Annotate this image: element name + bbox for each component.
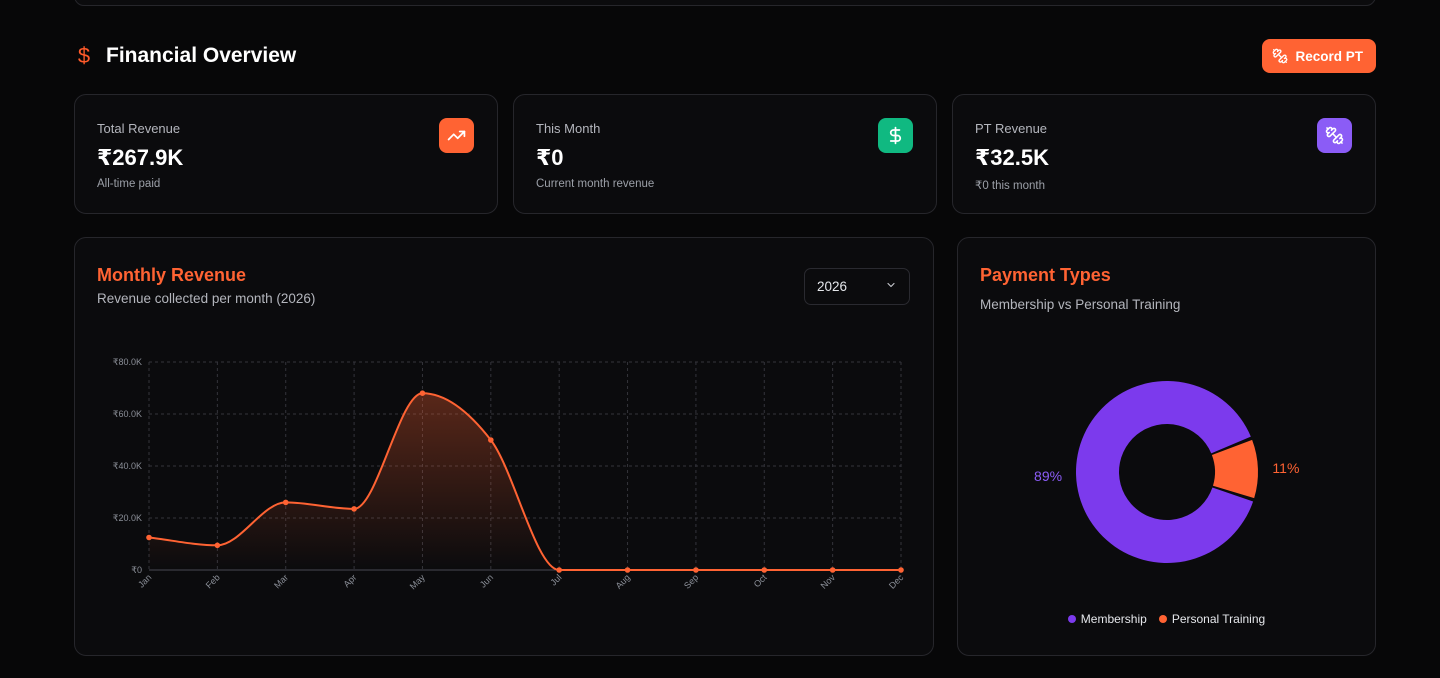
data-point[interactable] [556, 567, 562, 573]
payment-types-chart: 11% 89% [1034, 381, 1299, 563]
y-tick-label: ₹60.0K [113, 409, 142, 419]
y-tick-label: ₹0 [131, 565, 142, 575]
legend-swatch [1158, 615, 1167, 623]
trending-up-icon [439, 118, 474, 153]
dumbbell-icon [1273, 48, 1288, 64]
slice-percent-label: 11% [1272, 460, 1299, 476]
section-title-group: $ Financial Overview [74, 43, 296, 69]
y-tick-label: ₹40.0K [113, 461, 142, 471]
payment-types-subtitle: Membership vs Personal Training [980, 297, 1181, 312]
data-point[interactable] [898, 567, 904, 573]
year-select[interactable]: 2026 [804, 268, 910, 305]
data-point[interactable] [282, 499, 289, 506]
x-tick-label: Aug [614, 572, 632, 590]
record-pt-label: Record PT [1295, 48, 1363, 64]
x-tick-label: Feb [204, 572, 222, 590]
x-tick-label: Apr [342, 572, 359, 589]
x-tick-label: May [408, 572, 427, 591]
monthly-revenue-title: Monthly Revenue [97, 265, 247, 285]
x-tick-label: Nov [819, 572, 838, 591]
section-header: $ Financial Overview Record PT [74, 36, 1376, 76]
stat-label: PT Revenue [975, 121, 1048, 136]
chevron-down-icon [885, 279, 897, 294]
dumbbell-icon [1317, 118, 1352, 153]
page-title: Financial Overview [106, 44, 297, 67]
data-point[interactable] [829, 567, 836, 573]
x-tick-label: Jul [548, 572, 563, 587]
stat-subtext: Current month revenue [536, 178, 655, 190]
dollar-sign-icon: $ [77, 43, 91, 68]
stat-card-total-revenue: Total Revenue ₹267.9K All-time paid [74, 94, 498, 214]
data-point[interactable] [146, 534, 152, 541]
x-tick-label: Jun [478, 572, 495, 589]
record-pt-button[interactable]: Record PT [1262, 39, 1376, 73]
data-point[interactable] [488, 437, 494, 443]
monthly-revenue-subtitle: Revenue collected per month (2026) [97, 291, 316, 306]
dollar-sign-icon [878, 118, 913, 153]
stat-value: ₹267.9K [97, 145, 184, 170]
previous-section-card [74, 0, 1376, 6]
data-point[interactable] [693, 567, 699, 573]
y-tick-label: ₹20.0K [113, 513, 142, 523]
stat-subtext: ₹0 this month [975, 180, 1045, 192]
stat-label: This Month [536, 121, 601, 136]
data-point[interactable] [419, 390, 426, 396]
payment-types-title: Payment Types [980, 265, 1111, 285]
chart-legend: Membership Personal Training [958, 612, 1375, 626]
slice-percent-label: 89% [1034, 468, 1062, 484]
data-point[interactable] [214, 542, 221, 549]
stat-value: ₹32.5K [975, 145, 1050, 170]
monthly-revenue-panel: Monthly Revenue Revenue collected per mo… [74, 237, 934, 656]
legend-item-membership: Membership [1067, 612, 1147, 626]
data-point[interactable] [761, 567, 768, 573]
year-select-value: 2026 [817, 279, 848, 294]
y-tick-label: ₹80.0K [113, 357, 142, 367]
x-tick-label: Mar [272, 572, 290, 590]
x-tick-label: Dec [887, 572, 906, 591]
x-tick-label: Sep [682, 572, 700, 590]
stat-value: ₹0 [536, 145, 564, 170]
stat-card-pt-revenue: PT Revenue ₹32.5K ₹0 this month [952, 94, 1376, 214]
stat-label: Total Revenue [97, 121, 181, 136]
legend-item-personal-training: Personal Training [1158, 612, 1266, 626]
x-tick-label: Oct [752, 572, 769, 589]
legend-swatch [1067, 615, 1076, 623]
revenue-area [149, 393, 901, 570]
legend-label: Personal Training [1171, 612, 1266, 626]
donut-slice[interactable] [1211, 439, 1258, 499]
stat-card-this-month: This Month ₹0 Current month revenue [513, 94, 937, 214]
data-point[interactable] [351, 506, 357, 512]
data-point[interactable] [624, 567, 631, 573]
legend-label: Membership [1080, 612, 1147, 626]
donut-slice[interactable] [1076, 381, 1254, 563]
stat-subtext: All-time paid [97, 178, 161, 190]
payment-types-panel: Payment Types Membership vs Personal Tra… [957, 237, 1376, 656]
